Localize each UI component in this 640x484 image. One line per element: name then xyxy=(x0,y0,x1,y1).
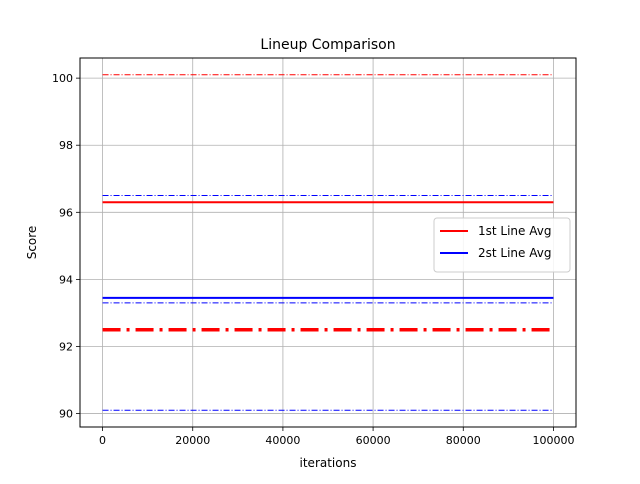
grid-lines xyxy=(80,58,576,427)
y-tick-label: 94 xyxy=(59,273,73,286)
x-tick-label: 0 xyxy=(99,434,106,447)
y-tick-label: 96 xyxy=(59,206,73,219)
x-tick-label: 100000 xyxy=(532,434,574,447)
y-axis-label: Score xyxy=(25,226,39,260)
plot-frame xyxy=(79,57,577,428)
x-tick-label: 20000 xyxy=(175,434,210,447)
y-tick-label: 100 xyxy=(52,72,73,85)
y-axis-ticks: 90 92 94 96 98 100 xyxy=(52,72,80,421)
chart-title: Lineup Comparison xyxy=(260,37,395,53)
y-tick-label: 92 xyxy=(59,340,73,353)
y-tick-label: 98 xyxy=(59,139,73,152)
legend-label: 1st Line Avg xyxy=(478,224,551,238)
x-axis-ticks: 0 20000 40000 60000 80000 100000 xyxy=(99,427,574,447)
y-tick-label: 90 xyxy=(59,408,73,421)
x-axis-label: iterations xyxy=(300,456,357,470)
legend-label: 2st Line Avg xyxy=(478,246,551,260)
legend: 1st Line Avg 2st Line Avg xyxy=(433,217,571,273)
series-lines xyxy=(102,74,554,411)
x-tick-label: 80000 xyxy=(446,434,481,447)
x-tick-label: 60000 xyxy=(356,434,391,447)
x-tick-label: 40000 xyxy=(265,434,300,447)
